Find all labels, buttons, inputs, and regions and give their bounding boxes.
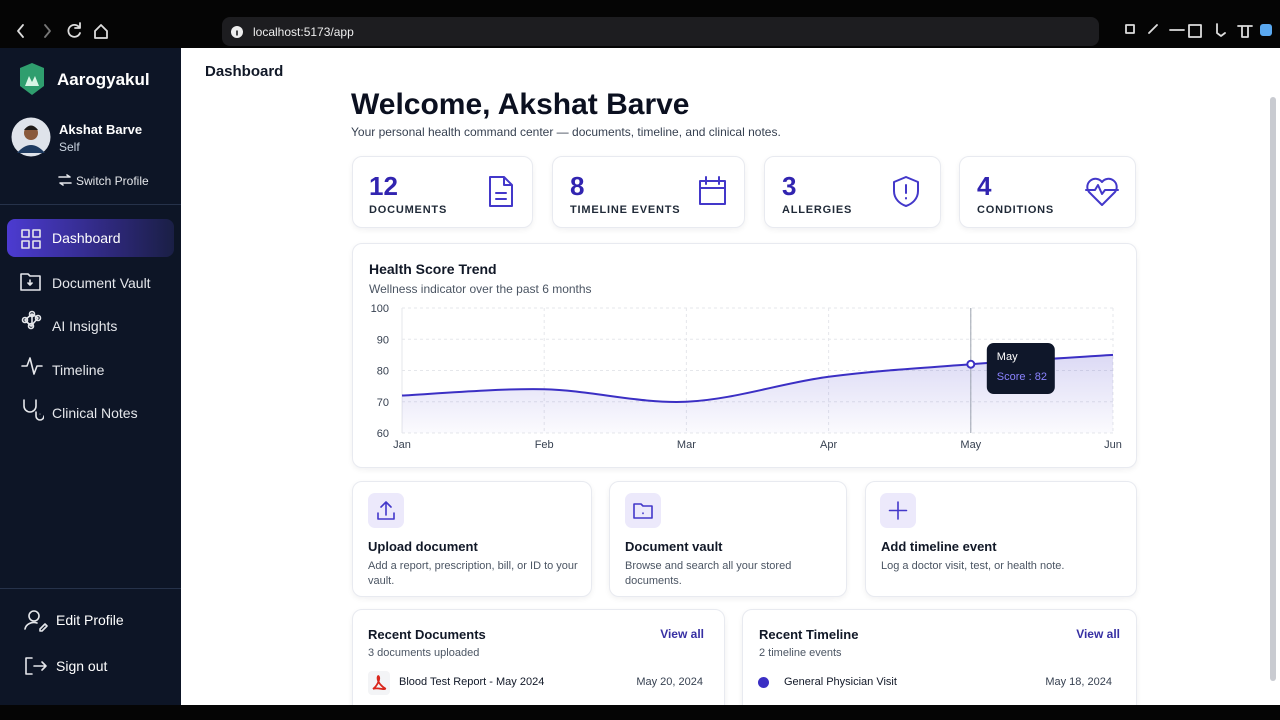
calendar-icon — [699, 176, 726, 205]
welcome-subtitle: Your personal health command center — do… — [351, 125, 781, 139]
x-tick-label: Mar — [677, 439, 696, 451]
nav-item[interactable]: AI Insights — [52, 318, 118, 334]
action-description: Browse and search all your stored docume… — [625, 560, 792, 587]
pdf-icon — [368, 671, 390, 695]
x-tick-label: May — [960, 439, 981, 451]
chart-title: Health Score Trend — [369, 261, 497, 277]
stat-card: 12 DOCUMENTS — [352, 156, 533, 228]
action-title: Add timeline event — [881, 539, 997, 554]
stat-value: 12 — [369, 171, 398, 201]
event-dot — [758, 677, 769, 688]
document-date: May 20, 2024 — [636, 676, 703, 688]
scrollbar[interactable] — [1270, 97, 1276, 681]
y-tick-label: 70 — [377, 397, 389, 409]
stat-card: 3 ALLERGIES — [764, 156, 941, 228]
nav-icons — [20, 229, 44, 421]
folder-icon — [625, 493, 661, 528]
x-tick-label: Jun — [1104, 439, 1122, 451]
extension-icons[interactable] — [1125, 23, 1253, 38]
nav-item[interactable]: Document Vault — [52, 275, 151, 291]
section-subtitle: 3 documents uploaded — [368, 647, 480, 659]
stat-card: 8 TIMELINE EVENTS — [552, 156, 745, 228]
site-info-icon[interactable] — [230, 25, 244, 39]
chart: 60 70 80 90 100 Jan Feb Mar Apr May Jun May Score : … — [371, 303, 1122, 451]
chart-card: Health Score Trend Wellness indicator ov… — [352, 243, 1137, 468]
reload-button[interactable] — [67, 22, 81, 38]
divider — [0, 204, 181, 205]
stat-value: 4 — [977, 171, 992, 201]
edit-profile[interactable]: Edit Profile — [56, 612, 124, 628]
action-card[interactable]: Add timeline event Log a doctor visit, t… — [865, 481, 1137, 597]
stat-label: CONDITIONS — [977, 204, 1055, 216]
extension-icon[interactable] — [1260, 24, 1272, 36]
y-tick-label: 60 — [377, 428, 389, 440]
brand-name: Aarogyakul — [57, 70, 150, 89]
action-card[interactable]: Document vault Browse and search all you… — [609, 481, 847, 597]
tooltip-title: May — [997, 351, 1018, 363]
action-description: Add a report, prescription, bill, or ID … — [368, 560, 578, 587]
chart-subtitle: Wellness indicator over the past 6 month… — [369, 282, 592, 296]
x-tick-label: Feb — [535, 439, 554, 451]
plus-icon — [880, 493, 916, 528]
x-tick-label: Apr — [820, 439, 837, 451]
upload-icon — [368, 493, 404, 528]
x-tick-label: Jan — [393, 439, 411, 451]
y-tick-label: 90 — [377, 334, 389, 346]
divider — [0, 588, 181, 589]
recent-timeline: Recent Timeline View all 2 timeline even… — [742, 609, 1137, 719]
nav-item[interactable]: Timeline — [52, 362, 105, 378]
action-title: Upload document — [368, 539, 478, 554]
tooltip-label: Score : 82 — [997, 371, 1047, 383]
welcome-title: Welcome, Akshat Barve — [351, 88, 690, 121]
switch-icon — [58, 174, 72, 186]
nav-item[interactable]: Dashboard — [7, 219, 174, 257]
stat-value: 8 — [570, 171, 585, 201]
event-date: May 18, 2024 — [1045, 676, 1112, 688]
y-tick-label: 80 — [377, 366, 389, 378]
browser-toolbar: localhost:5173/app — [0, 0, 1280, 48]
stat-label: TIMELINE EVENTS — [570, 204, 681, 216]
bottom-icons — [24, 610, 48, 675]
section-subtitle: 2 timeline events — [759, 647, 842, 659]
y-tick-label: 100 — [371, 303, 389, 315]
stat-value: 3 — [782, 171, 797, 201]
forward-button[interactable] — [44, 24, 51, 38]
active-point — [966, 359, 976, 369]
section-title: Recent Documents — [368, 627, 486, 642]
area — [402, 354, 1113, 433]
tooltip — [986, 343, 1055, 394]
sidebar: Aarogyakul Akshat Barve Self Switch Prof… — [0, 48, 181, 705]
sign-out[interactable]: Sign out — [56, 658, 108, 674]
document-name[interactable]: Blood Test Report - May 2024 — [399, 676, 545, 688]
avatar[interactable] — [11, 117, 51, 157]
home-button[interactable] — [94, 24, 108, 39]
shield-icon — [893, 176, 919, 207]
view-all[interactable]: View all — [1076, 627, 1120, 641]
nav-item[interactable]: Clinical Notes — [52, 405, 138, 421]
profile-relation: Self — [59, 140, 80, 154]
address-bar[interactable]: localhost:5173/app — [222, 17, 1099, 46]
recent-documents: Recent Documents View all 3 documents up… — [352, 609, 725, 719]
stat-card: 4 CONDITIONS — [959, 156, 1136, 228]
heart-icon — [1085, 177, 1119, 206]
line — [401, 353, 1114, 403]
back-button[interactable] — [17, 24, 24, 38]
action-title: Document vault — [625, 539, 723, 554]
stat-label: DOCUMENTS — [369, 204, 448, 216]
stat-label: ALLERGIES — [782, 204, 853, 216]
profile-name: Akshat Barve — [59, 122, 143, 137]
url-text: localhost:5173/app — [253, 25, 354, 39]
screen-edge — [0, 705, 1280, 720]
doc-icon — [489, 176, 513, 207]
page-header: Dashboard — [205, 63, 284, 80]
action-description: Log a doctor visit, test, or health note… — [881, 560, 1065, 572]
brand-logo — [20, 63, 44, 95]
section-title: Recent Timeline — [759, 627, 859, 642]
switch-profile[interactable]: Switch Profile — [76, 174, 149, 188]
view-all[interactable]: View all — [660, 627, 704, 641]
action-card[interactable]: Upload document Add a report, prescripti… — [352, 481, 592, 597]
event-name[interactable]: General Physician Visit — [784, 676, 897, 688]
